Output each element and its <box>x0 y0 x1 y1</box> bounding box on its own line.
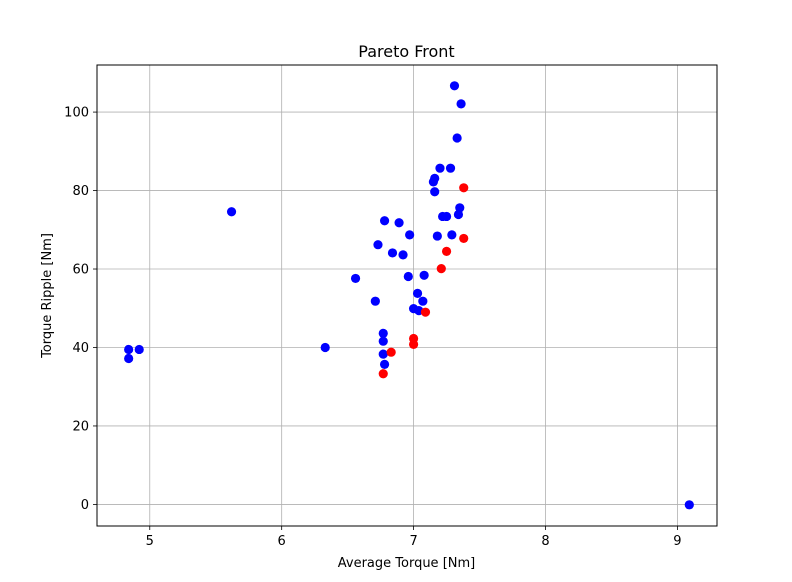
data-point-series-0 <box>387 248 398 258</box>
data-point-series-0 <box>447 230 457 240</box>
x-axis-ticks: 5 6 7 8 9 <box>146 526 682 549</box>
data-point-series-0 <box>378 349 388 359</box>
data-point-series-0 <box>684 500 694 510</box>
data-point-series-1 <box>459 183 469 193</box>
data-point-series-0 <box>445 163 456 173</box>
data-point-series-0 <box>378 328 388 338</box>
y-tick-label: 40 <box>72 341 89 356</box>
data-point-series-0 <box>394 218 404 228</box>
data-point-series-0 <box>350 273 361 284</box>
data-point-series-0 <box>124 344 134 355</box>
chart-title: Pareto Front <box>358 42 454 61</box>
data-point-series-0 <box>398 250 408 260</box>
y-tick-label: 80 <box>72 184 89 199</box>
data-point-series-0 <box>419 270 429 280</box>
data-point-series-0 <box>455 203 465 213</box>
data-point-series-0 <box>124 353 134 364</box>
data-point-series-1 <box>386 347 396 357</box>
data-point-series-0 <box>320 342 330 353</box>
x-tick-label: 5 <box>146 534 154 549</box>
data-point-series-0 <box>452 133 462 143</box>
x-tick-label: 7 <box>409 534 417 549</box>
y-tick-label: 0 <box>81 498 89 513</box>
data-point-series-1 <box>459 233 469 244</box>
y-tick-label: 60 <box>72 263 89 278</box>
data-point-series-1 <box>420 307 431 317</box>
data-point-series-0 <box>456 99 466 109</box>
data-point-series-1 <box>408 339 419 349</box>
data-point-series-0 <box>430 187 440 197</box>
x-tick-label: 8 <box>541 534 549 549</box>
y-axis-ticks: 0 20 40 60 80 100 <box>64 106 97 513</box>
y-tick-label: 20 <box>72 419 89 434</box>
data-points <box>124 81 694 510</box>
x-tick-label: 6 <box>278 534 286 549</box>
data-point-series-0 <box>226 207 237 217</box>
plot-frame <box>96 64 718 527</box>
data-point-series-0 <box>370 296 380 306</box>
data-point-series-0 <box>403 271 413 282</box>
data-point-series-0 <box>134 344 144 355</box>
data-point-series-0 <box>405 230 415 240</box>
data-point-series-0 <box>379 216 390 226</box>
data-point-series-0 <box>430 173 440 183</box>
x-axis-label: Average Torque [Nm] <box>338 556 475 571</box>
data-point-series-0 <box>449 81 460 91</box>
data-point-series-0 <box>379 359 390 369</box>
y-tick-label: 100 <box>64 106 89 121</box>
data-point-series-0 <box>373 240 383 250</box>
y-axis-label: Torque Ripple [Nm] <box>40 233 55 359</box>
data-point-series-1 <box>441 246 452 256</box>
data-point-series-0 <box>432 231 442 241</box>
data-point-series-0 <box>412 288 423 298</box>
data-point-series-0 <box>441 211 452 222</box>
x-tick-label: 9 <box>673 534 681 549</box>
data-point-series-0 <box>418 296 428 306</box>
data-point-series-0 <box>378 336 388 346</box>
gridlines <box>97 65 717 526</box>
data-point-series-1 <box>436 264 446 274</box>
data-point-series-1 <box>378 369 388 379</box>
data-point-series-0 <box>435 163 445 173</box>
